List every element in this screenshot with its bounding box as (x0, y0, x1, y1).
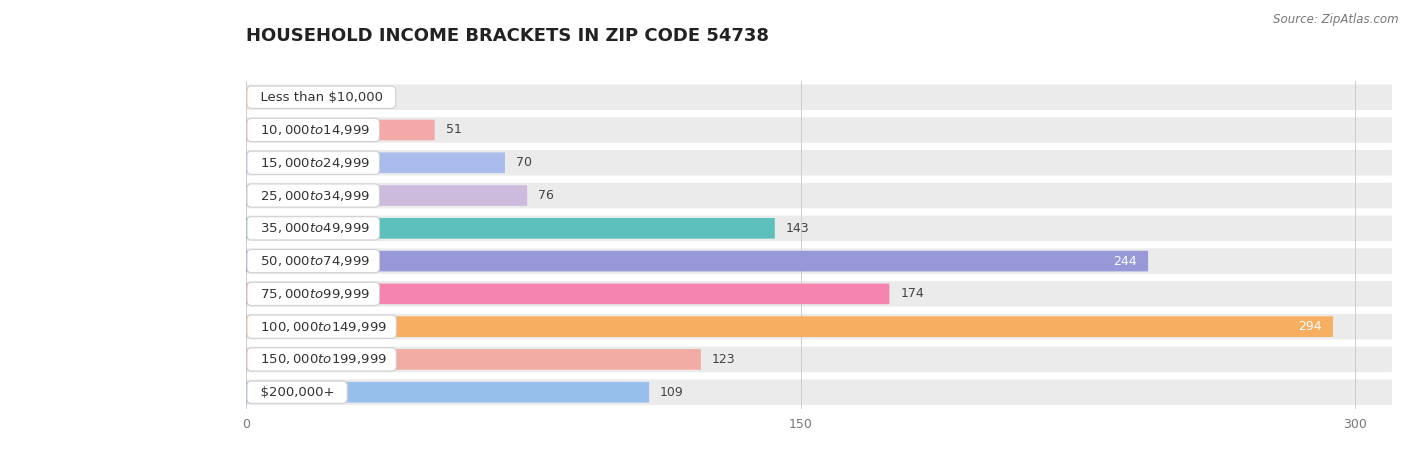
FancyBboxPatch shape (246, 251, 1149, 271)
Text: HOUSEHOLD INCOME BRACKETS IN ZIP CODE 54738: HOUSEHOLD INCOME BRACKETS IN ZIP CODE 54… (246, 27, 769, 45)
FancyBboxPatch shape (246, 349, 700, 370)
FancyBboxPatch shape (246, 347, 1392, 372)
Text: 70: 70 (516, 156, 531, 169)
Text: 109: 109 (659, 386, 683, 399)
Text: 174: 174 (900, 287, 924, 300)
FancyBboxPatch shape (246, 87, 291, 107)
FancyBboxPatch shape (246, 216, 1392, 241)
FancyBboxPatch shape (246, 120, 434, 140)
Text: $100,000 to $149,999: $100,000 to $149,999 (252, 320, 392, 334)
FancyBboxPatch shape (246, 317, 1333, 337)
FancyBboxPatch shape (246, 153, 505, 173)
Text: 294: 294 (1298, 320, 1322, 333)
Text: $25,000 to $34,999: $25,000 to $34,999 (252, 189, 375, 202)
FancyBboxPatch shape (246, 185, 527, 206)
FancyBboxPatch shape (246, 218, 775, 238)
FancyBboxPatch shape (246, 379, 1392, 405)
Text: 12: 12 (301, 91, 318, 104)
FancyBboxPatch shape (246, 382, 650, 402)
Text: $50,000 to $74,999: $50,000 to $74,999 (252, 254, 375, 268)
Text: 76: 76 (538, 189, 554, 202)
FancyBboxPatch shape (246, 284, 890, 304)
Text: $150,000 to $199,999: $150,000 to $199,999 (252, 352, 392, 366)
FancyBboxPatch shape (246, 183, 1392, 208)
Text: $10,000 to $14,999: $10,000 to $14,999 (252, 123, 375, 137)
Text: $75,000 to $99,999: $75,000 to $99,999 (252, 287, 375, 301)
Text: 143: 143 (786, 222, 810, 235)
FancyBboxPatch shape (246, 281, 1392, 307)
Text: $15,000 to $24,999: $15,000 to $24,999 (252, 156, 375, 170)
Text: 123: 123 (711, 353, 735, 366)
Text: $35,000 to $49,999: $35,000 to $49,999 (252, 221, 375, 235)
Text: $200,000+: $200,000+ (252, 386, 343, 399)
FancyBboxPatch shape (246, 84, 1392, 110)
Text: Source: ZipAtlas.com: Source: ZipAtlas.com (1274, 13, 1399, 26)
FancyBboxPatch shape (246, 150, 1392, 176)
FancyBboxPatch shape (246, 117, 1392, 143)
FancyBboxPatch shape (246, 248, 1392, 274)
Text: 244: 244 (1114, 255, 1137, 268)
FancyBboxPatch shape (246, 314, 1392, 339)
Text: Less than $10,000: Less than $10,000 (252, 91, 391, 104)
Text: 51: 51 (446, 123, 461, 136)
